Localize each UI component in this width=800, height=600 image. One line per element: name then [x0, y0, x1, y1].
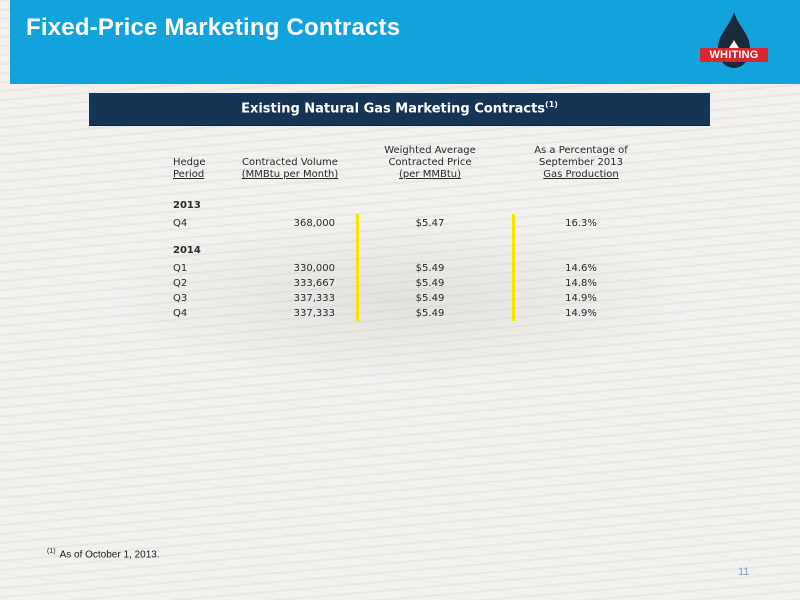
header-volume-line1: Contracted Volume — [242, 157, 338, 168]
table-row-period: Q4 — [173, 308, 188, 319]
table-row-percentage: 14.6% — [565, 263, 597, 274]
table-row-price: $5.49 — [415, 308, 445, 319]
header-pct-line1: As a Percentage of — [534, 145, 628, 156]
table-banner: Existing Natural Gas Marketing Contracts… — [89, 93, 710, 126]
whiting-logo — [700, 12, 768, 68]
banner-title-text: Existing Natural Gas Marketing Contracts — [241, 101, 546, 117]
table-row-percentage: 14.9% — [565, 308, 597, 319]
logo-red-band — [700, 48, 768, 62]
table-row-volume: 337,333 — [293, 293, 335, 304]
highlight-bar-price — [356, 214, 359, 321]
table-row-volume: 333,667 — [293, 278, 335, 289]
page-number: 11 — [738, 566, 750, 578]
table-row-percentage: 14.8% — [565, 278, 597, 289]
footnote-text: As of October 1, 2013. — [59, 549, 160, 561]
footnote-marker: (1) — [47, 548, 56, 555]
header-period-line2: Period — [173, 169, 205, 180]
table-row-percentage: 16.3% — [565, 218, 597, 229]
header-pct-line2: September 2013 — [539, 157, 623, 168]
title-bar: Fixed-Price Marketing Contracts — [10, 0, 800, 84]
header-volume-line2: (MMBtu per Month) — [241, 169, 339, 180]
header-volume: Contracted Volume (MMBtu per Month) — [230, 157, 350, 181]
table-row-price: $5.49 — [415, 278, 445, 289]
table-row-period: Q2 — [173, 278, 188, 289]
banner-footnote-marker: (1) — [545, 100, 558, 109]
year-label-2013: 2013 — [173, 200, 201, 211]
header-percentage: As a Percentage of September 2013 Gas Pr… — [516, 145, 646, 181]
logo-wordmark: WHITING — [709, 49, 759, 61]
table-row-volume: 368,000 — [293, 218, 335, 229]
table-row-percentage: 14.9% — [565, 293, 597, 304]
table-row-period: Q1 — [173, 263, 188, 274]
header-pct-line3: Gas Production — [543, 169, 619, 180]
header-period: Hedge Period — [173, 157, 206, 181]
header-price-line3: (per MMBtu) — [399, 169, 461, 180]
header-price-line2: Contracted Price — [388, 157, 472, 168]
header-price-line1: Weighted Average — [384, 145, 476, 156]
table-row-volume: 330,000 — [293, 263, 335, 274]
table-row-period: Q4 — [173, 218, 188, 229]
table-row-period: Q3 — [173, 293, 188, 304]
year-label-2014: 2014 — [173, 245, 201, 256]
table-row-volume: 337,333 — [293, 308, 335, 319]
table-row-price: $5.49 — [415, 293, 445, 304]
slide-title: Fixed-Price Marketing Contracts — [26, 14, 401, 41]
header-period-line1: Hedge — [173, 157, 206, 168]
table-row-price: $5.47 — [415, 218, 445, 229]
header-price: Weighted Average Contracted Price (per M… — [370, 145, 490, 181]
banner-title: Existing Natural Gas Marketing Contracts… — [89, 100, 710, 116]
highlight-bar-percentage — [512, 214, 515, 321]
table-row-price: $5.49 — [415, 263, 445, 274]
footnote: (1) As of October 1, 2013. — [47, 548, 160, 560]
